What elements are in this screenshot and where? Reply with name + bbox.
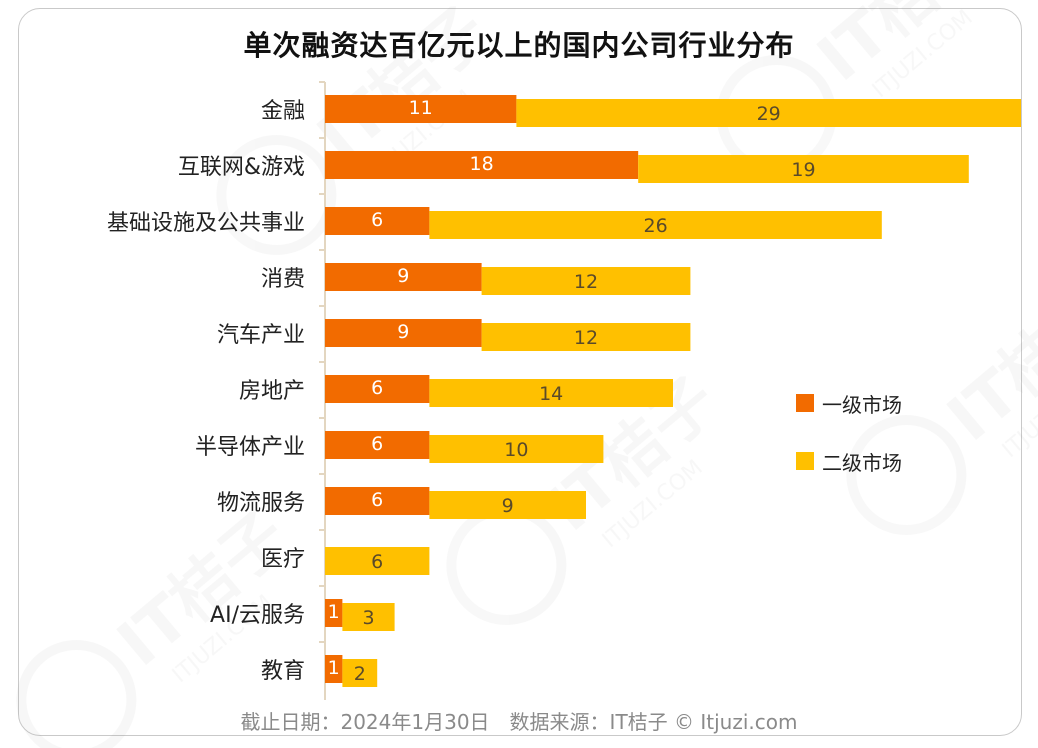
- legend-swatch: [796, 394, 814, 412]
- legend-swatch: [796, 452, 814, 470]
- bar-secondary-market: [429, 435, 604, 463]
- bar-value-label: 9: [397, 265, 409, 287]
- bar-secondary-market: [342, 659, 378, 687]
- bar-value-label: 9: [502, 495, 514, 517]
- category-label: 房地产: [239, 379, 305, 404]
- bar-value-label: 12: [574, 327, 598, 349]
- chart-frame: [18, 8, 1022, 736]
- category-label: 基础设施及公共事业: [107, 211, 305, 236]
- category-label: 金融: [261, 99, 305, 124]
- bar-primary-market: [325, 319, 482, 347]
- bar-primary-market: [325, 95, 517, 123]
- category-label: 医疗: [261, 547, 305, 572]
- bar-secondary-market: [342, 603, 395, 631]
- bar-secondary-market: [481, 323, 691, 351]
- bar-value-label: 18: [470, 153, 494, 175]
- category-label: 互联网&游戏: [178, 155, 305, 180]
- bar-secondary-market: [325, 547, 430, 575]
- bar-value-label: 3: [362, 607, 374, 629]
- source-footer: 截止日期：2024年1月30日 数据来源：IT桔子 © Itjuzi.com: [240, 710, 798, 734]
- bar-secondary-market: [516, 99, 1021, 127]
- bar-value-label: 12: [574, 271, 598, 293]
- category-label: 物流服务: [217, 491, 305, 516]
- bar-primary-market: [325, 655, 343, 683]
- bar-primary-market: [325, 431, 430, 459]
- bar-value-label: 1: [328, 601, 340, 623]
- bar-value-label: 10: [504, 439, 528, 461]
- bar-value-label: 6: [371, 209, 383, 231]
- chart-title: 单次融资达百亿元以上的国内公司行业分布: [243, 29, 795, 62]
- bar-value-label: 6: [371, 551, 383, 573]
- bar-secondary-market: [638, 155, 969, 183]
- bar-value-label: 2: [354, 663, 366, 685]
- legend-item: 一级市场: [796, 388, 902, 418]
- bar-value-label: 6: [371, 489, 383, 511]
- bar-value-label: 6: [371, 433, 383, 455]
- bar-primary-market: [325, 375, 430, 403]
- bar-primary-market: [325, 207, 430, 235]
- category-label: 半导体产业: [195, 435, 305, 460]
- bar-value-label: 11: [409, 97, 433, 119]
- bar-primary-market: [325, 151, 639, 179]
- legend-item: 二级市场: [796, 446, 902, 476]
- legend-label: 一级市场: [822, 392, 902, 417]
- category-label: 汽车产业: [217, 323, 305, 348]
- bar-primary-market: [325, 599, 343, 627]
- bar-value-label: 14: [539, 383, 563, 405]
- legend: 一级市场 二级市场: [796, 388, 902, 504]
- bar-primary-market: [325, 487, 430, 515]
- bar-value-label: 6: [371, 377, 383, 399]
- bar-value-label: 29: [757, 103, 781, 125]
- bar-value-label: 26: [644, 215, 668, 237]
- legend-label: 二级市场: [822, 450, 902, 475]
- bar-secondary-market: [429, 211, 882, 239]
- category-label: AI/云服务: [210, 603, 305, 628]
- bar-secondary-market: [429, 379, 673, 407]
- bar-secondary-market: [429, 491, 586, 519]
- category-label: 教育: [261, 659, 305, 684]
- bar-value-label: 9: [397, 321, 409, 343]
- bar-value-label: 1: [328, 657, 340, 679]
- category-label: 消费: [261, 267, 305, 292]
- bar-value-label: 19: [791, 159, 815, 181]
- bar-secondary-market: [481, 267, 691, 295]
- bar-primary-market: [325, 263, 482, 291]
